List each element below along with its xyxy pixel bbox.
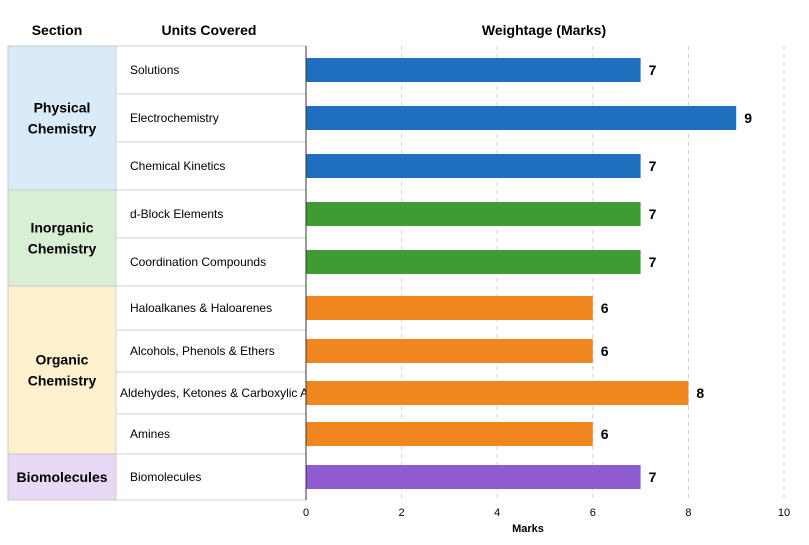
bar-value-label: 7 [649, 62, 657, 78]
bar [306, 422, 593, 446]
section-label: Organic Chemistry [28, 352, 97, 389]
x-tick-label: 2 [399, 507, 405, 519]
section-block [7, 189, 117, 287]
unit-row [115, 141, 307, 191]
bar [306, 296, 593, 320]
unit-label: Biomolecules [130, 470, 201, 484]
x-axis-label: Marks [512, 523, 544, 535]
unit-label: Aldehydes, Ketones & Carboxylic Acids [120, 386, 329, 400]
bar [306, 106, 737, 130]
x-tick-label: 8 [685, 507, 691, 519]
bar-value-label: 6 [601, 343, 609, 359]
section-block [7, 45, 117, 191]
weightage-column-header: Weightage (Marks) [482, 22, 606, 38]
bar-value-label: 7 [649, 254, 657, 270]
bar [306, 250, 641, 274]
bar-value-label: 6 [601, 426, 609, 442]
bar-value-label: 6 [601, 300, 609, 316]
bar-value-label: 9 [744, 110, 752, 126]
bar [306, 202, 641, 226]
bar-value-label: 7 [649, 158, 657, 174]
x-tick-label: 10 [778, 507, 790, 519]
x-tick-label: 0 [303, 507, 309, 519]
unit-row [115, 453, 307, 501]
x-tick-label: 4 [494, 507, 500, 519]
bar [306, 58, 641, 82]
unit-label: Electrochemistry [130, 111, 219, 125]
section-label: Physical Chemistry [28, 100, 97, 137]
unit-row [115, 371, 307, 415]
unit-row [115, 413, 307, 455]
unit-row [115, 285, 307, 331]
unit-label: d-Block Elements [130, 207, 223, 221]
bar [306, 339, 593, 363]
bar [306, 154, 641, 178]
unit-label: Haloalkanes & Haloarenes [130, 301, 272, 315]
section-block [7, 453, 117, 501]
x-tick-label: 6 [590, 507, 596, 519]
unit-label: Alcohols, Phenols & Ethers [130, 344, 275, 358]
section-block [7, 285, 117, 455]
unit-label: Amines [130, 427, 170, 441]
bar [306, 465, 641, 489]
section-label: Biomolecules [16, 469, 107, 485]
unit-row [115, 329, 307, 373]
unit-label: Coordination Compounds [130, 255, 266, 269]
unit-row [115, 93, 307, 143]
units-column-header: Units Covered [162, 22, 257, 38]
unit-label: Chemical Kinetics [130, 159, 225, 173]
section-column-header: Section [32, 22, 83, 38]
bar-value-label: 8 [696, 385, 704, 401]
bar [306, 381, 689, 405]
bar-value-label: 7 [649, 469, 657, 485]
section-label: Inorganic Chemistry [28, 220, 97, 257]
unit-label: Solutions [130, 63, 179, 77]
bar-value-label: 7 [649, 206, 657, 222]
